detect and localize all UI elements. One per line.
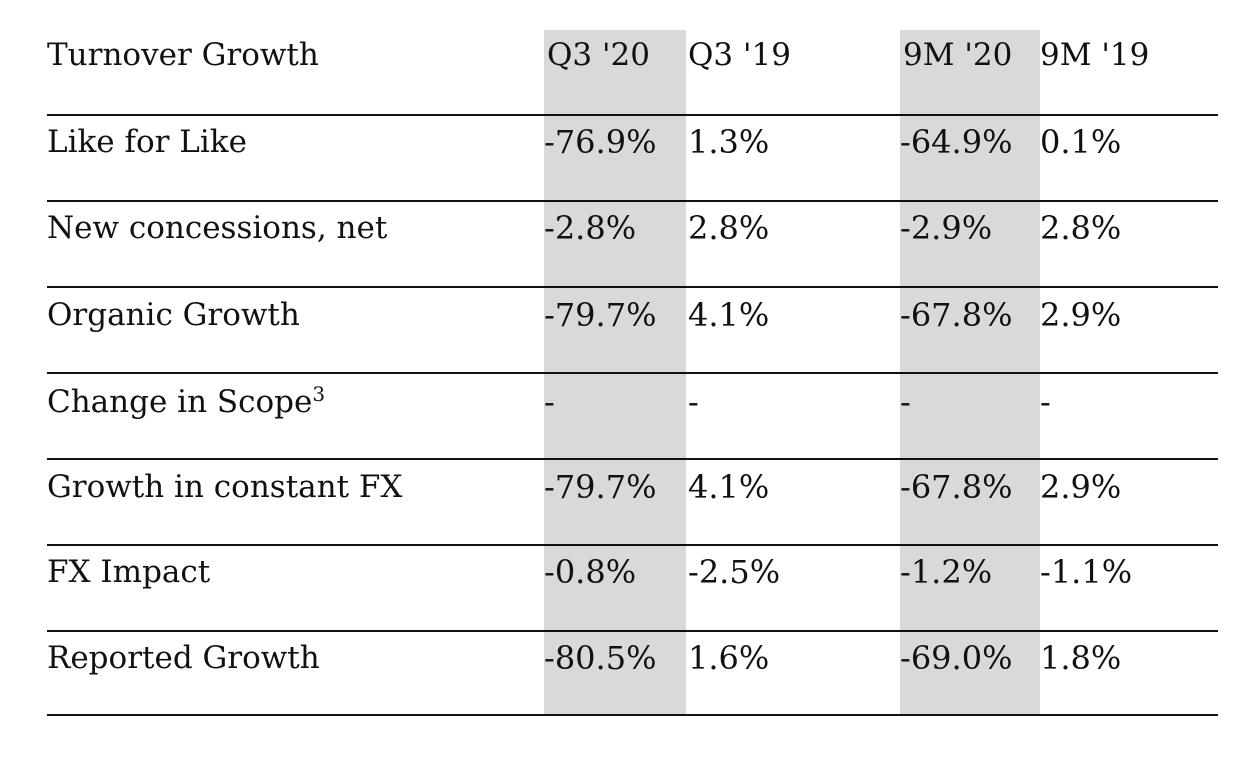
cell-9m-19: 2.8% [1040,209,1122,247]
row-label: Like for Like [47,124,247,160]
table-row: Like for Like -76.9% 1.3% -64.9% 0.1% [0,118,1260,178]
cell-9m-19: -1.1% [1040,553,1133,591]
row-divider [47,286,1218,288]
row-label: Growth in constant FX [47,469,403,505]
cell-q3-20: -76.9% [544,123,657,161]
footnote-marker: 3 [312,382,326,406]
table-row: Growth in constant FX -79.7% 4.1% -67.8%… [0,463,1260,523]
cell-q3-20: -0.8% [544,553,637,591]
cell-q3-19: 2.8% [688,209,770,247]
column-header-q3-20: Q3 '20 [547,37,650,73]
cell-q3-20: -2.8% [544,209,637,247]
cell-9m-20: -2.9% [900,209,993,247]
table-row: FX Impact -0.8% -2.5% -1.2% -1.1% [0,548,1260,608]
table-row: Organic Growth -79.7% 4.1% -67.8% 2.9% [0,291,1260,351]
table-header-row: Turnover Growth Q3 '20 Q3 '19 9M '20 9M … [0,31,1260,91]
cell-q3-19: -2.5% [688,553,781,591]
cell-q3-20: -79.7% [544,468,657,506]
cell-q3-20: - [544,383,555,421]
table-row: Change in Scope3 - - - - [0,378,1260,438]
row-label: Change in Scope3 [47,378,325,426]
row-divider [47,372,1218,374]
row-divider [47,544,1218,546]
cell-9m-19: 2.9% [1040,296,1122,334]
cell-9m-19: - [1040,383,1051,421]
row-label: Organic Growth [47,297,300,333]
cell-q3-19: 4.1% [688,296,770,334]
cell-9m-19: 0.1% [1040,123,1122,161]
row-label-text: Change in Scope [47,384,313,420]
cell-9m-20: -1.2% [900,553,993,591]
row-divider [47,114,1218,116]
cell-9m-20: -67.8% [900,468,1013,506]
cell-q3-20: -79.7% [544,296,657,334]
cell-q3-20: -80.5% [544,639,657,677]
row-label: Reported Growth [47,640,320,676]
column-header-9m-19: 9M '19 [1040,37,1150,73]
column-header-9m-20: 9M '20 [903,37,1013,73]
table-title: Turnover Growth [47,37,319,73]
row-divider [47,200,1218,202]
cell-9m-20: -64.9% [900,123,1013,161]
row-divider [47,630,1218,632]
cell-q3-19: 1.6% [688,639,770,677]
row-label: New concessions, net [47,210,388,246]
table-row: New concessions, net -2.8% 2.8% -2.9% 2.… [0,204,1260,264]
cell-q3-19: - [688,383,699,421]
table-row: Reported Growth -80.5% 1.6% -69.0% 1.8% [0,634,1260,694]
cell-9m-19: 1.8% [1040,639,1122,677]
row-divider [47,458,1218,460]
row-label: FX Impact [47,554,211,590]
cell-q3-19: 1.3% [688,123,770,161]
cell-9m-20: -67.8% [900,296,1013,334]
column-header-q3-19: Q3 '19 [688,37,791,73]
table-bottom-rule [47,714,1218,716]
cell-9m-20: -69.0% [900,639,1013,677]
cell-9m-20: - [900,383,911,421]
cell-9m-19: 2.9% [1040,468,1122,506]
cell-q3-19: 4.1% [688,468,770,506]
